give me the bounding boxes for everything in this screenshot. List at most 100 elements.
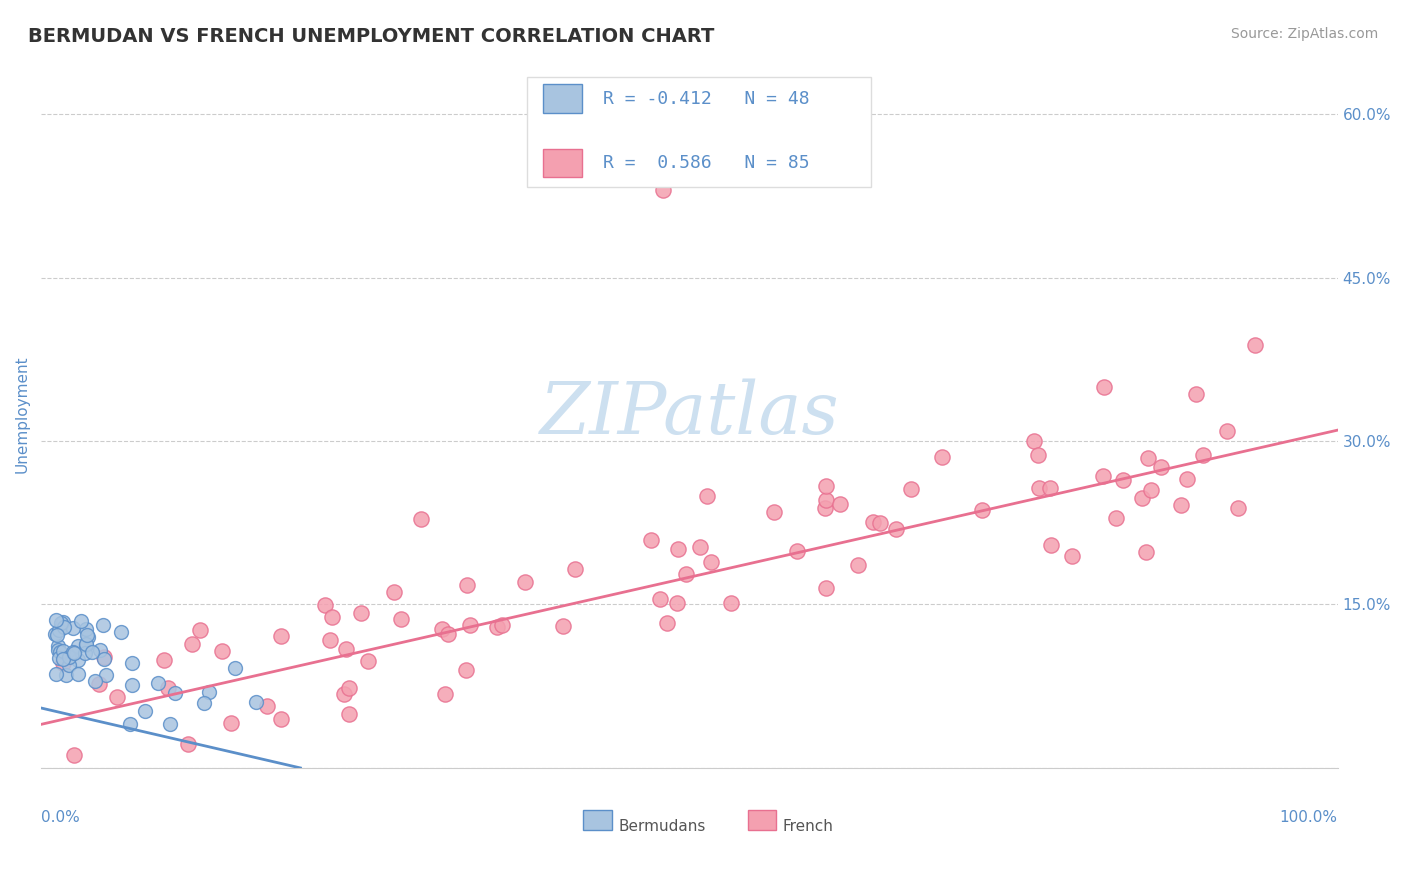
Point <box>332 686 354 700</box>
Point <box>156 681 179 695</box>
Point <box>1026 448 1049 462</box>
Point <box>219 715 242 730</box>
Point <box>1136 450 1159 465</box>
Point <box>335 641 357 656</box>
Point <box>389 612 412 626</box>
Point <box>148 676 170 690</box>
Point <box>75 638 97 652</box>
Point <box>66 652 89 666</box>
Point <box>456 578 478 592</box>
Point <box>1062 549 1084 563</box>
Point <box>1105 510 1128 524</box>
Point <box>665 595 688 609</box>
Point <box>314 598 336 612</box>
Point <box>105 690 128 705</box>
Text: 0.0%: 0.0% <box>41 811 80 825</box>
Point <box>1092 469 1115 483</box>
Point <box>648 591 671 606</box>
Point <box>869 516 891 530</box>
Point <box>76 628 98 642</box>
Point <box>163 686 186 700</box>
Point <box>53 620 76 634</box>
Point <box>51 615 73 630</box>
Point <box>58 657 80 672</box>
Point <box>1028 481 1050 495</box>
Point <box>46 628 69 642</box>
Point <box>1112 474 1135 488</box>
Point <box>69 614 91 628</box>
Point <box>337 681 360 695</box>
Point <box>357 653 380 667</box>
Point <box>666 541 689 556</box>
Point <box>815 479 838 493</box>
Text: French: French <box>783 819 834 834</box>
Point <box>491 618 513 632</box>
Point <box>640 533 662 548</box>
FancyBboxPatch shape <box>583 811 612 830</box>
Point <box>52 644 75 658</box>
Point <box>696 489 718 503</box>
Text: BERMUDAN VS FRENCH UNEMPLOYMENT CORRELATION CHART: BERMUDAN VS FRENCH UNEMPLOYMENT CORRELAT… <box>28 27 714 45</box>
Point <box>48 623 70 637</box>
Point <box>188 624 211 638</box>
Point <box>45 667 67 681</box>
Point <box>337 707 360 722</box>
Point <box>63 747 86 762</box>
Point <box>675 566 697 581</box>
Point <box>815 581 838 595</box>
Point <box>1150 459 1173 474</box>
Point <box>58 650 80 665</box>
Point <box>193 697 215 711</box>
Point <box>972 503 994 517</box>
Point <box>93 652 115 666</box>
Point <box>153 652 176 666</box>
Point <box>564 562 586 576</box>
Point <box>110 624 132 639</box>
Point <box>1170 498 1192 512</box>
Point <box>52 651 75 665</box>
Point <box>159 716 181 731</box>
Point <box>121 678 143 692</box>
Point <box>270 629 292 643</box>
Point <box>515 575 537 590</box>
Point <box>62 621 84 635</box>
Point <box>96 667 118 681</box>
Point <box>1140 483 1163 498</box>
Point <box>458 618 481 632</box>
Point <box>862 515 884 529</box>
Point <box>321 610 343 624</box>
Point <box>51 656 73 670</box>
Point <box>198 684 221 698</box>
Point <box>1130 491 1153 505</box>
Point <box>720 596 742 610</box>
Text: 100.0%: 100.0% <box>1279 811 1337 825</box>
Point <box>73 647 96 661</box>
Point <box>45 614 67 628</box>
Text: R = -0.412   N = 48: R = -0.412 N = 48 <box>603 89 808 108</box>
Point <box>55 667 77 681</box>
Point <box>91 617 114 632</box>
Point <box>1184 387 1206 401</box>
Point <box>270 712 292 726</box>
FancyBboxPatch shape <box>527 78 870 187</box>
Point <box>430 623 453 637</box>
Point <box>1175 472 1198 486</box>
Point <box>66 666 89 681</box>
Point <box>1040 538 1063 552</box>
Point <box>52 615 75 630</box>
Point <box>689 541 711 555</box>
Text: ZIPatlas: ZIPatlas <box>540 378 839 449</box>
Point <box>655 615 678 630</box>
Point <box>884 522 907 536</box>
Point <box>77 630 100 644</box>
Point <box>66 639 89 653</box>
Point <box>211 644 233 658</box>
Point <box>121 657 143 671</box>
Point <box>48 639 70 653</box>
Point <box>900 482 922 496</box>
Point <box>1135 544 1157 558</box>
Point <box>63 646 86 660</box>
Point <box>814 501 837 516</box>
Point <box>1244 337 1267 351</box>
Point <box>83 674 105 689</box>
